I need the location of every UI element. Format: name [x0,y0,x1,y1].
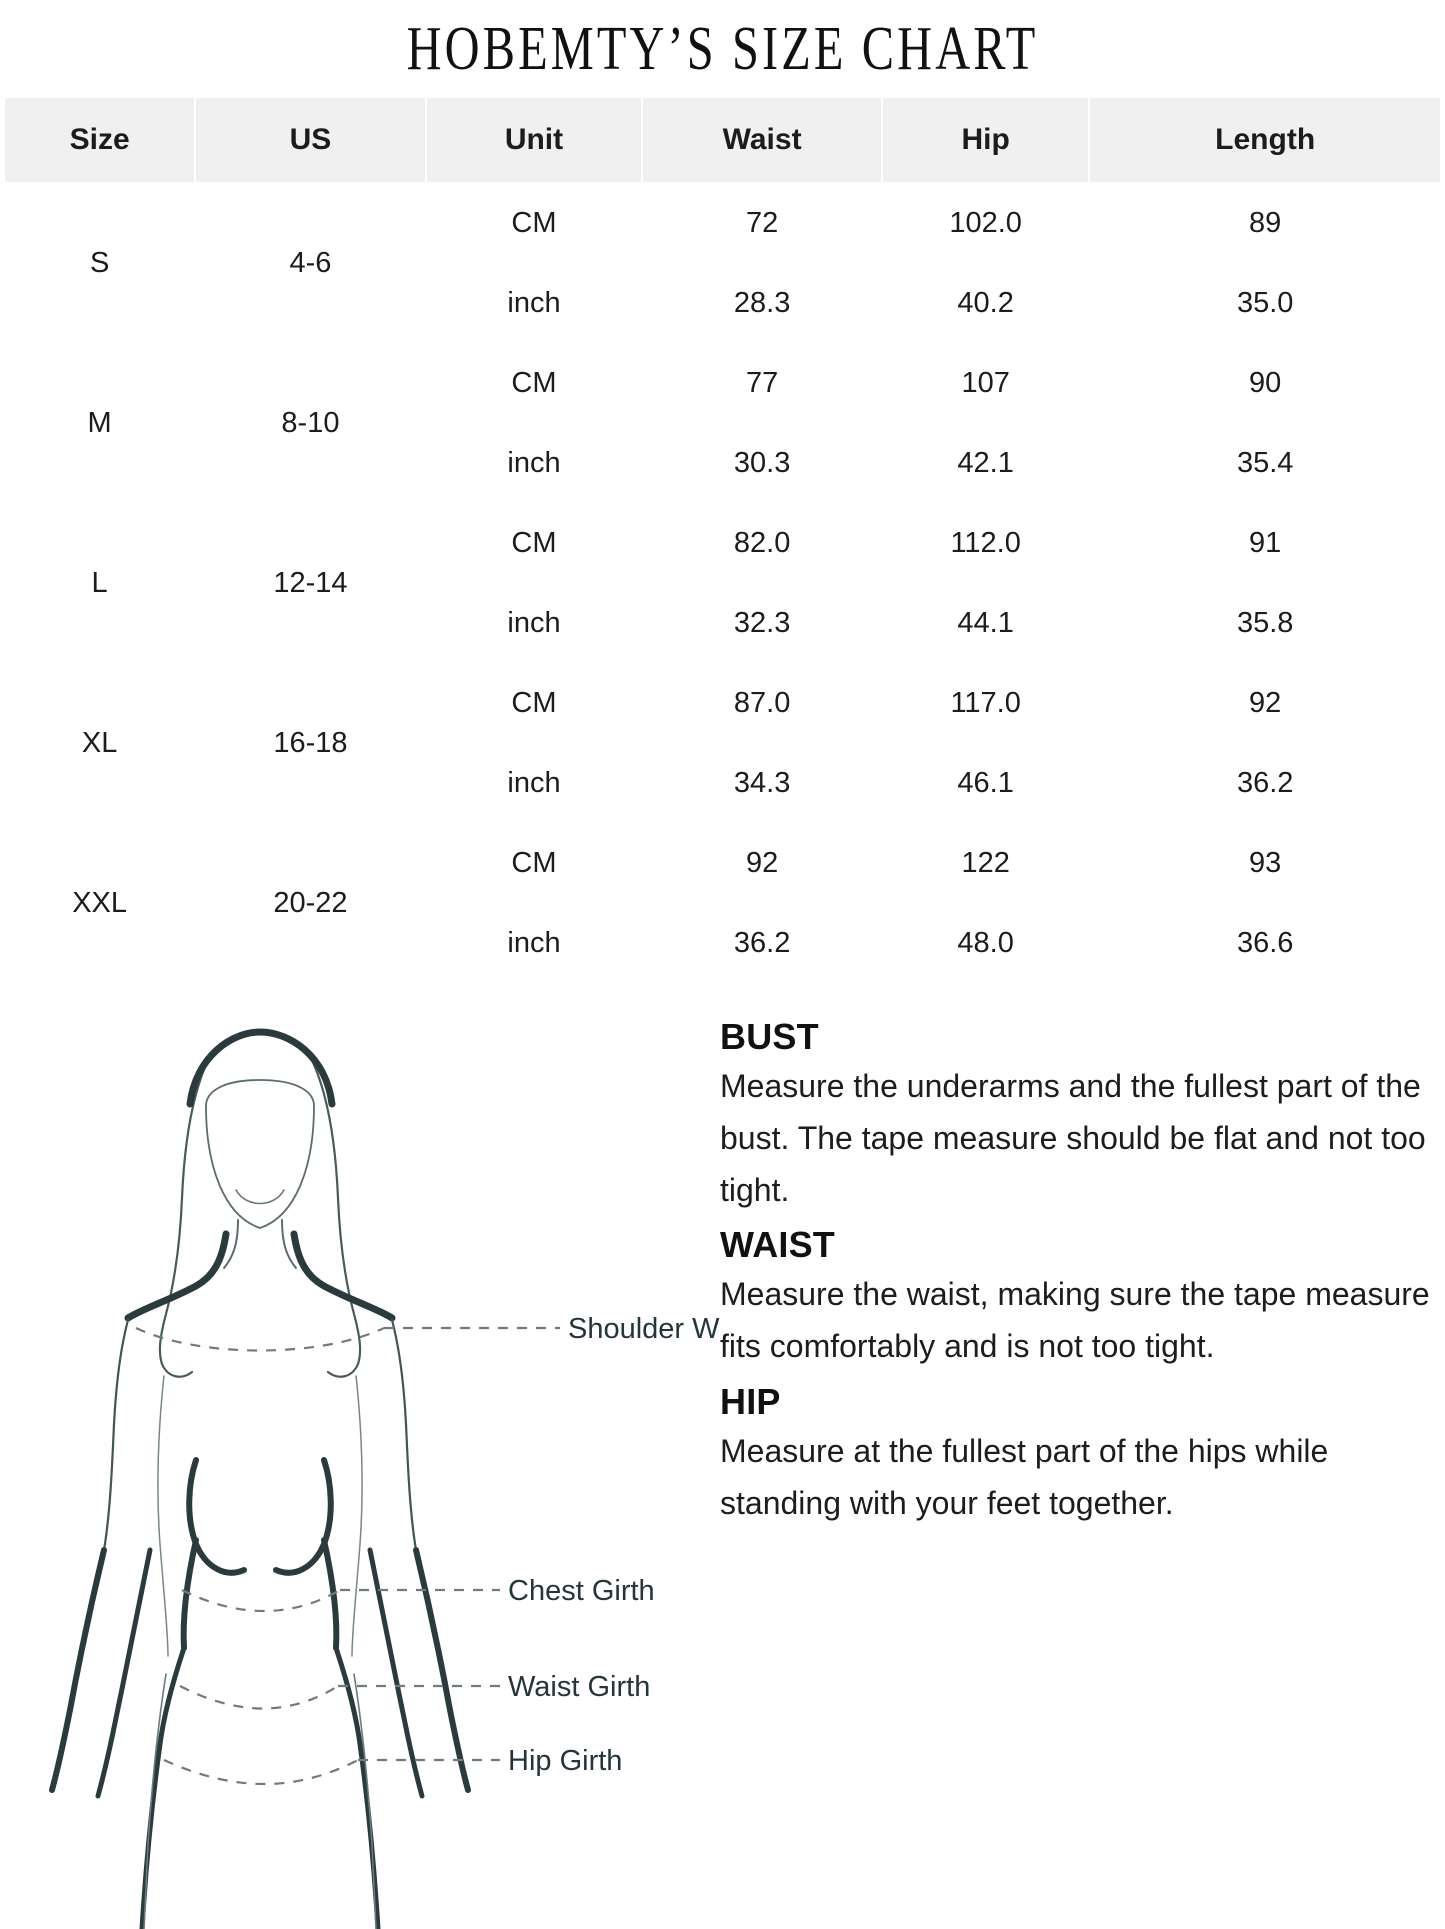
cell-waist: 77 [643,344,881,422]
cell-hip: 42.1 [882,424,1089,502]
instruction-heading-waist: WAIST [720,1224,835,1266]
cell-unit: inch [426,904,642,982]
cell-length: 35.0 [1090,264,1440,342]
cell-length: 35.4 [1090,424,1440,502]
table-row: L 12-14 CM 82.0 112.0 91 [5,504,1440,662]
cell-waist: 92 [643,824,881,902]
cell-us: 20-22 [196,824,425,982]
cell-length: 89 [1090,184,1440,262]
cell-unit: CM [426,824,642,902]
cell-hip: 46.1 [882,744,1089,822]
table-header-row: Size US Unit Waist Hip Length [5,98,1440,182]
table-header: Size US Unit Waist Hip Length [5,98,1440,182]
table-body: S 4-6 CM 72 102.0 89 inch 28.3 40.2 35.0… [5,184,1440,982]
cell-length: 91 [1090,504,1440,582]
table-row: M 8-10 CM 77 107 90 [5,344,1440,502]
cell-hip: 122 [882,824,1089,902]
cell-unit: CM [426,664,642,742]
table-row: inch 36.2 48.0 36.6 [5,904,1440,982]
cell-hip: 117.0 [882,664,1089,742]
cell-hip: 102.0 [882,184,1089,262]
cell-size: M [5,344,195,502]
instruction-body-hip: Measure at the fullest part of the hips … [720,1433,1329,1521]
label-waist-girth: Waist Girth [508,1671,650,1703]
label-hip-girth: Hip Girth [508,1745,622,1777]
chest-measure-line [181,1589,341,1613]
label-chest-girth: Chest Girth [508,1575,655,1607]
cell-us: 12-14 [196,504,425,662]
cell-us: 4-6 [196,184,425,342]
size-chart-table: Size US Unit Waist Hip Length S 4-6 CM 7… [3,96,1442,984]
cell-waist: 30.3 [643,424,881,502]
size-table-container: Size US Unit Waist Hip Length S 4-6 CM 7… [0,96,1445,984]
table-row: XL 16-18 CM 87.0 117.0 92 [5,664,1440,822]
label-shoulder-width: Shoulder Width [568,1313,720,1345]
cell-hip: 112.0 [882,504,1089,582]
cell-waist: 36.2 [643,904,881,982]
cell-waist: 34.3 [643,744,881,822]
column-header-unit: Unit [426,98,642,182]
instruction-body-waist: Measure the waist, making sure the tape … [720,1276,1430,1365]
measurement-instructions: BUST Measure the underarms and the fulle… [720,984,1445,1536]
column-header-hip: Hip [882,98,1089,182]
cell-unit: CM [426,344,642,422]
cell-size: XXL [5,824,195,982]
cell-waist: 32.3 [643,584,881,662]
column-header-length: Length [1090,98,1440,182]
waist-measure-line [179,1685,339,1710]
female-body-silhouette-icon: Shoulder Width Chest Girth Waist Girth H… [49,1028,720,1929]
cell-hip: 40.2 [882,264,1089,342]
cell-hip: 48.0 [882,904,1089,982]
cell-length: 92 [1090,664,1440,742]
cell-unit: inch [426,744,642,822]
shoulder-measure-line [135,1327,385,1352]
page-title: HOBEMTY’S SIZE CHART [406,15,1039,83]
instruction-body-bust: Measure the underarms and the fullest pa… [720,1068,1426,1208]
table-row: inch 34.3 46.1 36.2 [5,744,1440,822]
table-row: S 4-6 CM 72 102.0 89 [5,184,1440,342]
cell-size: S [5,184,195,342]
cell-waist: 72 [643,184,881,262]
instruction-heading-hip: HIP [720,1381,781,1423]
cell-unit: inch [426,424,642,502]
instruction-hip: HIP Measure at the fullest part of the h… [720,1379,1433,1530]
cell-unit: inch [426,264,642,342]
cell-hip: 107 [882,344,1089,422]
cell-waist: 87.0 [643,664,881,742]
cell-us: 16-18 [196,664,425,822]
cell-length: 35.8 [1090,584,1440,662]
table-row: inch 32.3 44.1 35.8 [5,584,1440,662]
instruction-bust: BUST Measure the underarms and the fulle… [720,1014,1433,1216]
table-row: inch 30.3 42.1 35.4 [5,424,1440,502]
cell-waist: 28.3 [643,264,881,342]
cell-unit: CM [426,504,642,582]
table-row: XXL 20-22 CM 92 122 93 [5,824,1440,982]
cell-us: 8-10 [196,344,425,502]
measurement-guide-section: Shoulder Width Chest Girth Waist Girth H… [0,984,1445,1929]
cell-waist: 82.0 [643,504,881,582]
cell-length: 36.2 [1090,744,1440,822]
column-header-us: US [196,98,425,182]
cell-size: XL [5,664,195,822]
cell-unit: CM [426,184,642,262]
cell-length: 36.6 [1090,904,1440,982]
cell-size: L [5,504,195,662]
instruction-waist: WAIST Measure the waist, making sure the… [720,1222,1433,1373]
column-header-waist: Waist [643,98,881,182]
table-row: inch 28.3 40.2 35.0 [5,264,1440,342]
cell-hip: 44.1 [882,584,1089,662]
column-header-size: Size [5,98,195,182]
instruction-heading-bust: BUST [720,1016,819,1057]
body-measurement-diagram: Shoulder Width Chest Girth Waist Girth H… [0,984,720,1929]
cell-length: 93 [1090,824,1440,902]
hip-measure-line [163,1758,359,1785]
cell-length: 90 [1090,344,1440,422]
cell-unit: inch [426,584,642,662]
